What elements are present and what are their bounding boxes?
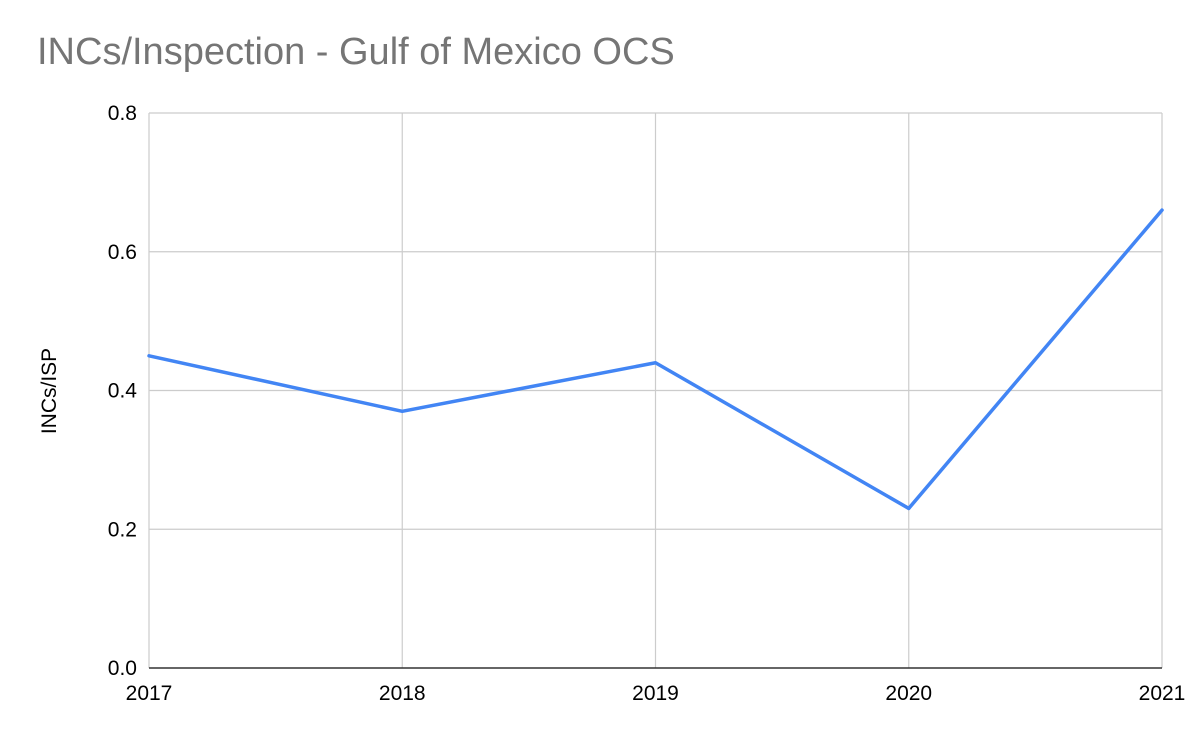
x-tick-label: 2017 xyxy=(126,682,173,705)
y-tick-label: 0.4 xyxy=(108,380,138,403)
y-tick-label: 0.2 xyxy=(108,518,137,541)
x-tick-label: 2018 xyxy=(379,682,426,705)
chart-title: INCs/Inspection - Gulf of Mexico OCS xyxy=(37,31,675,73)
y-tick-label: 0.0 xyxy=(108,657,137,680)
y-tick-label: 0.6 xyxy=(108,241,137,264)
tick-labels: 0.0 0.2 0.4 0.6 0.8 2017 2018 2019 2020 2021 xyxy=(108,102,1186,705)
series-layer xyxy=(147,208,1164,511)
y-tick-label: 0.8 xyxy=(108,102,137,125)
grid xyxy=(148,112,1163,668)
x-tick-label: 2020 xyxy=(885,682,932,705)
x-tick-label: 2021 xyxy=(1139,682,1186,705)
y-axis-title: INCs/ISP xyxy=(38,348,61,434)
x-tick-label: 2019 xyxy=(632,682,679,705)
